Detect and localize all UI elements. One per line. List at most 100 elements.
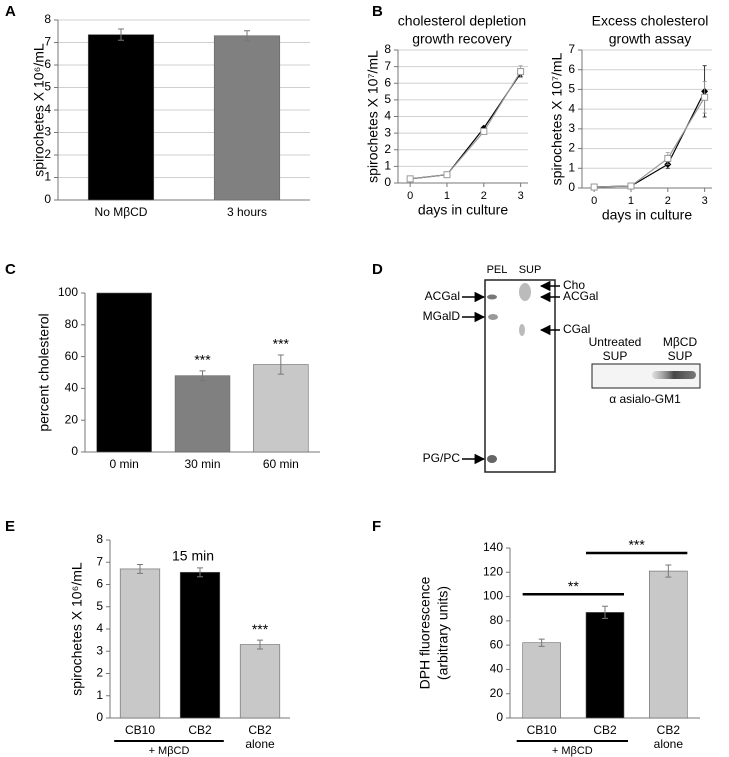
bar [253,364,309,453]
blot-band [652,371,696,379]
y-tick-label: 0 [568,180,575,194]
x-tick-label: CB2 [188,723,212,737]
x-tick-label: CB10 [527,723,557,737]
y-axis-label: spirochetes X 10⁷/mL [549,52,565,185]
panel-label: E [5,518,15,535]
y-tick-label: 120 [483,564,503,578]
series-line [410,72,522,180]
marker [517,68,525,76]
y-tick-label: 1 [44,170,51,184]
y-tick-label: 6 [44,57,51,71]
y-tick-label: 2 [96,666,103,680]
x-tick-label: 2 [665,195,671,207]
y-tick-label: 40 [65,381,79,395]
x-tick-label: 1 [444,190,450,202]
left-label: MGalD [423,309,461,323]
bar [649,570,688,719]
chart: 0 1 2 3 4 5 6 7 0 1 2 3 days in culture [568,42,712,223]
y-tick-label: 3 [384,125,391,139]
y-axis-label: (arbitrary units) [435,586,451,680]
tlc-gel: PEL SUP ACGal MGalD PG/PC Cho ACGal CGal [423,264,598,473]
x-tick-label: 1 [628,195,634,207]
significance: *** [194,352,211,368]
marker [406,175,414,183]
x-tick-label: 0 [407,190,413,202]
y-tick-label: 7 [44,35,51,49]
category-note: alone [654,737,684,751]
y-tick-label: 80 [65,317,79,331]
y-tick-label: 2 [44,147,51,161]
y-tick-label: 1 [568,160,575,174]
x-tick-label: 3 hours [227,205,267,219]
x-tick-label: CB2 [248,723,272,737]
y-tick-label: 5 [44,80,51,94]
significance: *** [252,621,269,637]
y-tick-label: 8 [96,532,103,546]
y-tick-label: 8 [384,42,391,56]
marker [627,182,635,190]
x-tick-label: 60 min [263,457,299,471]
y-tick-label: 60 [490,637,504,651]
gel-spot [487,455,497,463]
x-tick-label: CB2 [593,723,617,737]
chart-title: cholesterol depletion [398,13,526,29]
gel-spot [519,324,525,336]
y-tick-label: 1 [384,159,391,173]
y-tick-label: 4 [96,621,103,635]
blot-caption: α asialo-GM1 [609,392,681,406]
y-tick-label: 6 [384,75,391,89]
panel-label: D [372,261,383,278]
chart-title: Excess cholesterol [592,13,709,29]
y-tick-label: 7 [384,59,391,73]
x-tick-label: 3 [518,190,524,202]
marker [443,171,451,179]
error-bar [137,563,143,574]
y-tick-label: 7 [568,42,575,56]
x-tick-label: 3 [702,195,708,207]
marker [701,93,709,101]
blot-lane-label: Untreated [589,335,642,349]
chart-title: growth assay [609,31,691,47]
bar [239,644,281,719]
bar [174,375,231,453]
bar [585,612,625,719]
y-tick-label: 100 [483,589,503,603]
bar [96,292,152,453]
y-tick-label: 6 [96,577,103,591]
panel-label: F [372,518,381,535]
y-tick-label: 3 [568,121,575,135]
significance: ** [568,578,579,594]
y-tick-label: 140 [483,540,503,554]
right-label: CGal [563,322,590,336]
blot-lane-label: SUP [603,349,628,363]
error-bar [199,370,206,381]
panel-label: A [5,3,16,20]
error-bar [257,639,263,650]
marker [480,127,488,135]
left-label: ACGal [425,289,460,303]
gel-spot [488,314,498,320]
error-bar [197,567,203,578]
bar [522,642,561,719]
y-tick-label: 1 [96,688,103,702]
blot-lane-label: MβCD [663,335,698,349]
error-bar [602,605,608,619]
y-tick-label: 0 [496,710,503,724]
series-line [410,71,522,180]
x-tick-label: CB2 [657,723,681,737]
y-tick-label: 3 [44,125,51,139]
western-blot: Untreated SUP MβCD SUP α asialo-GM1 [589,335,701,406]
x-tick-label: No MβCD [95,205,148,219]
bar [87,34,155,201]
y-tick-label: 2 [568,141,575,155]
y-tick-label: 0 [384,175,391,189]
error-bar [665,564,672,578]
lane-label: PEL [487,264,508,276]
chart-title: 15 min [172,548,214,564]
y-tick-label: 0 [71,444,78,458]
y-tick-label: 8 [44,12,51,26]
panel-label: B [372,3,383,20]
